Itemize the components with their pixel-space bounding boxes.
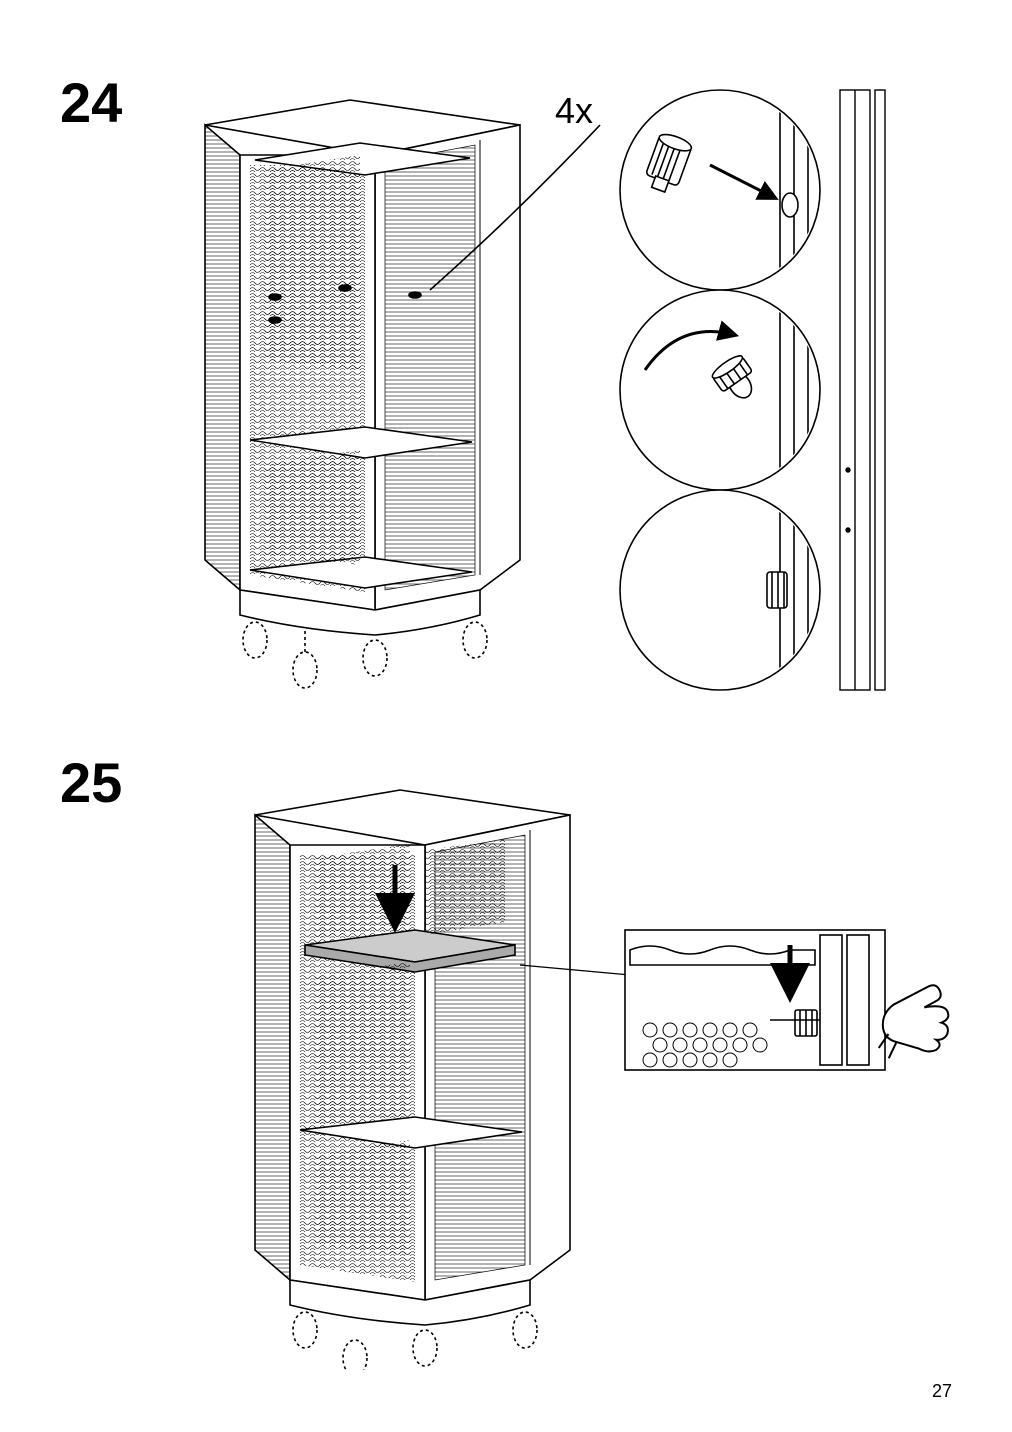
cabinet-unit-25	[255, 790, 570, 1370]
callout-circle-insert	[620, 90, 820, 290]
shelf-peg-detail	[625, 930, 885, 1070]
panel-edge-context	[840, 90, 885, 690]
step-24-illustration	[180, 70, 950, 710]
callout-circle-seated	[620, 490, 820, 690]
callout-circle-rotate	[620, 290, 820, 490]
step-number-25: 25	[60, 750, 122, 815]
step-25-illustration	[230, 770, 950, 1370]
step-number-24: 24	[60, 70, 122, 135]
instruction-page: 24 25 4x 191407 191408	[0, 0, 1012, 1432]
cabinet-unit	[205, 100, 520, 688]
page-number: 27	[932, 1381, 952, 1402]
